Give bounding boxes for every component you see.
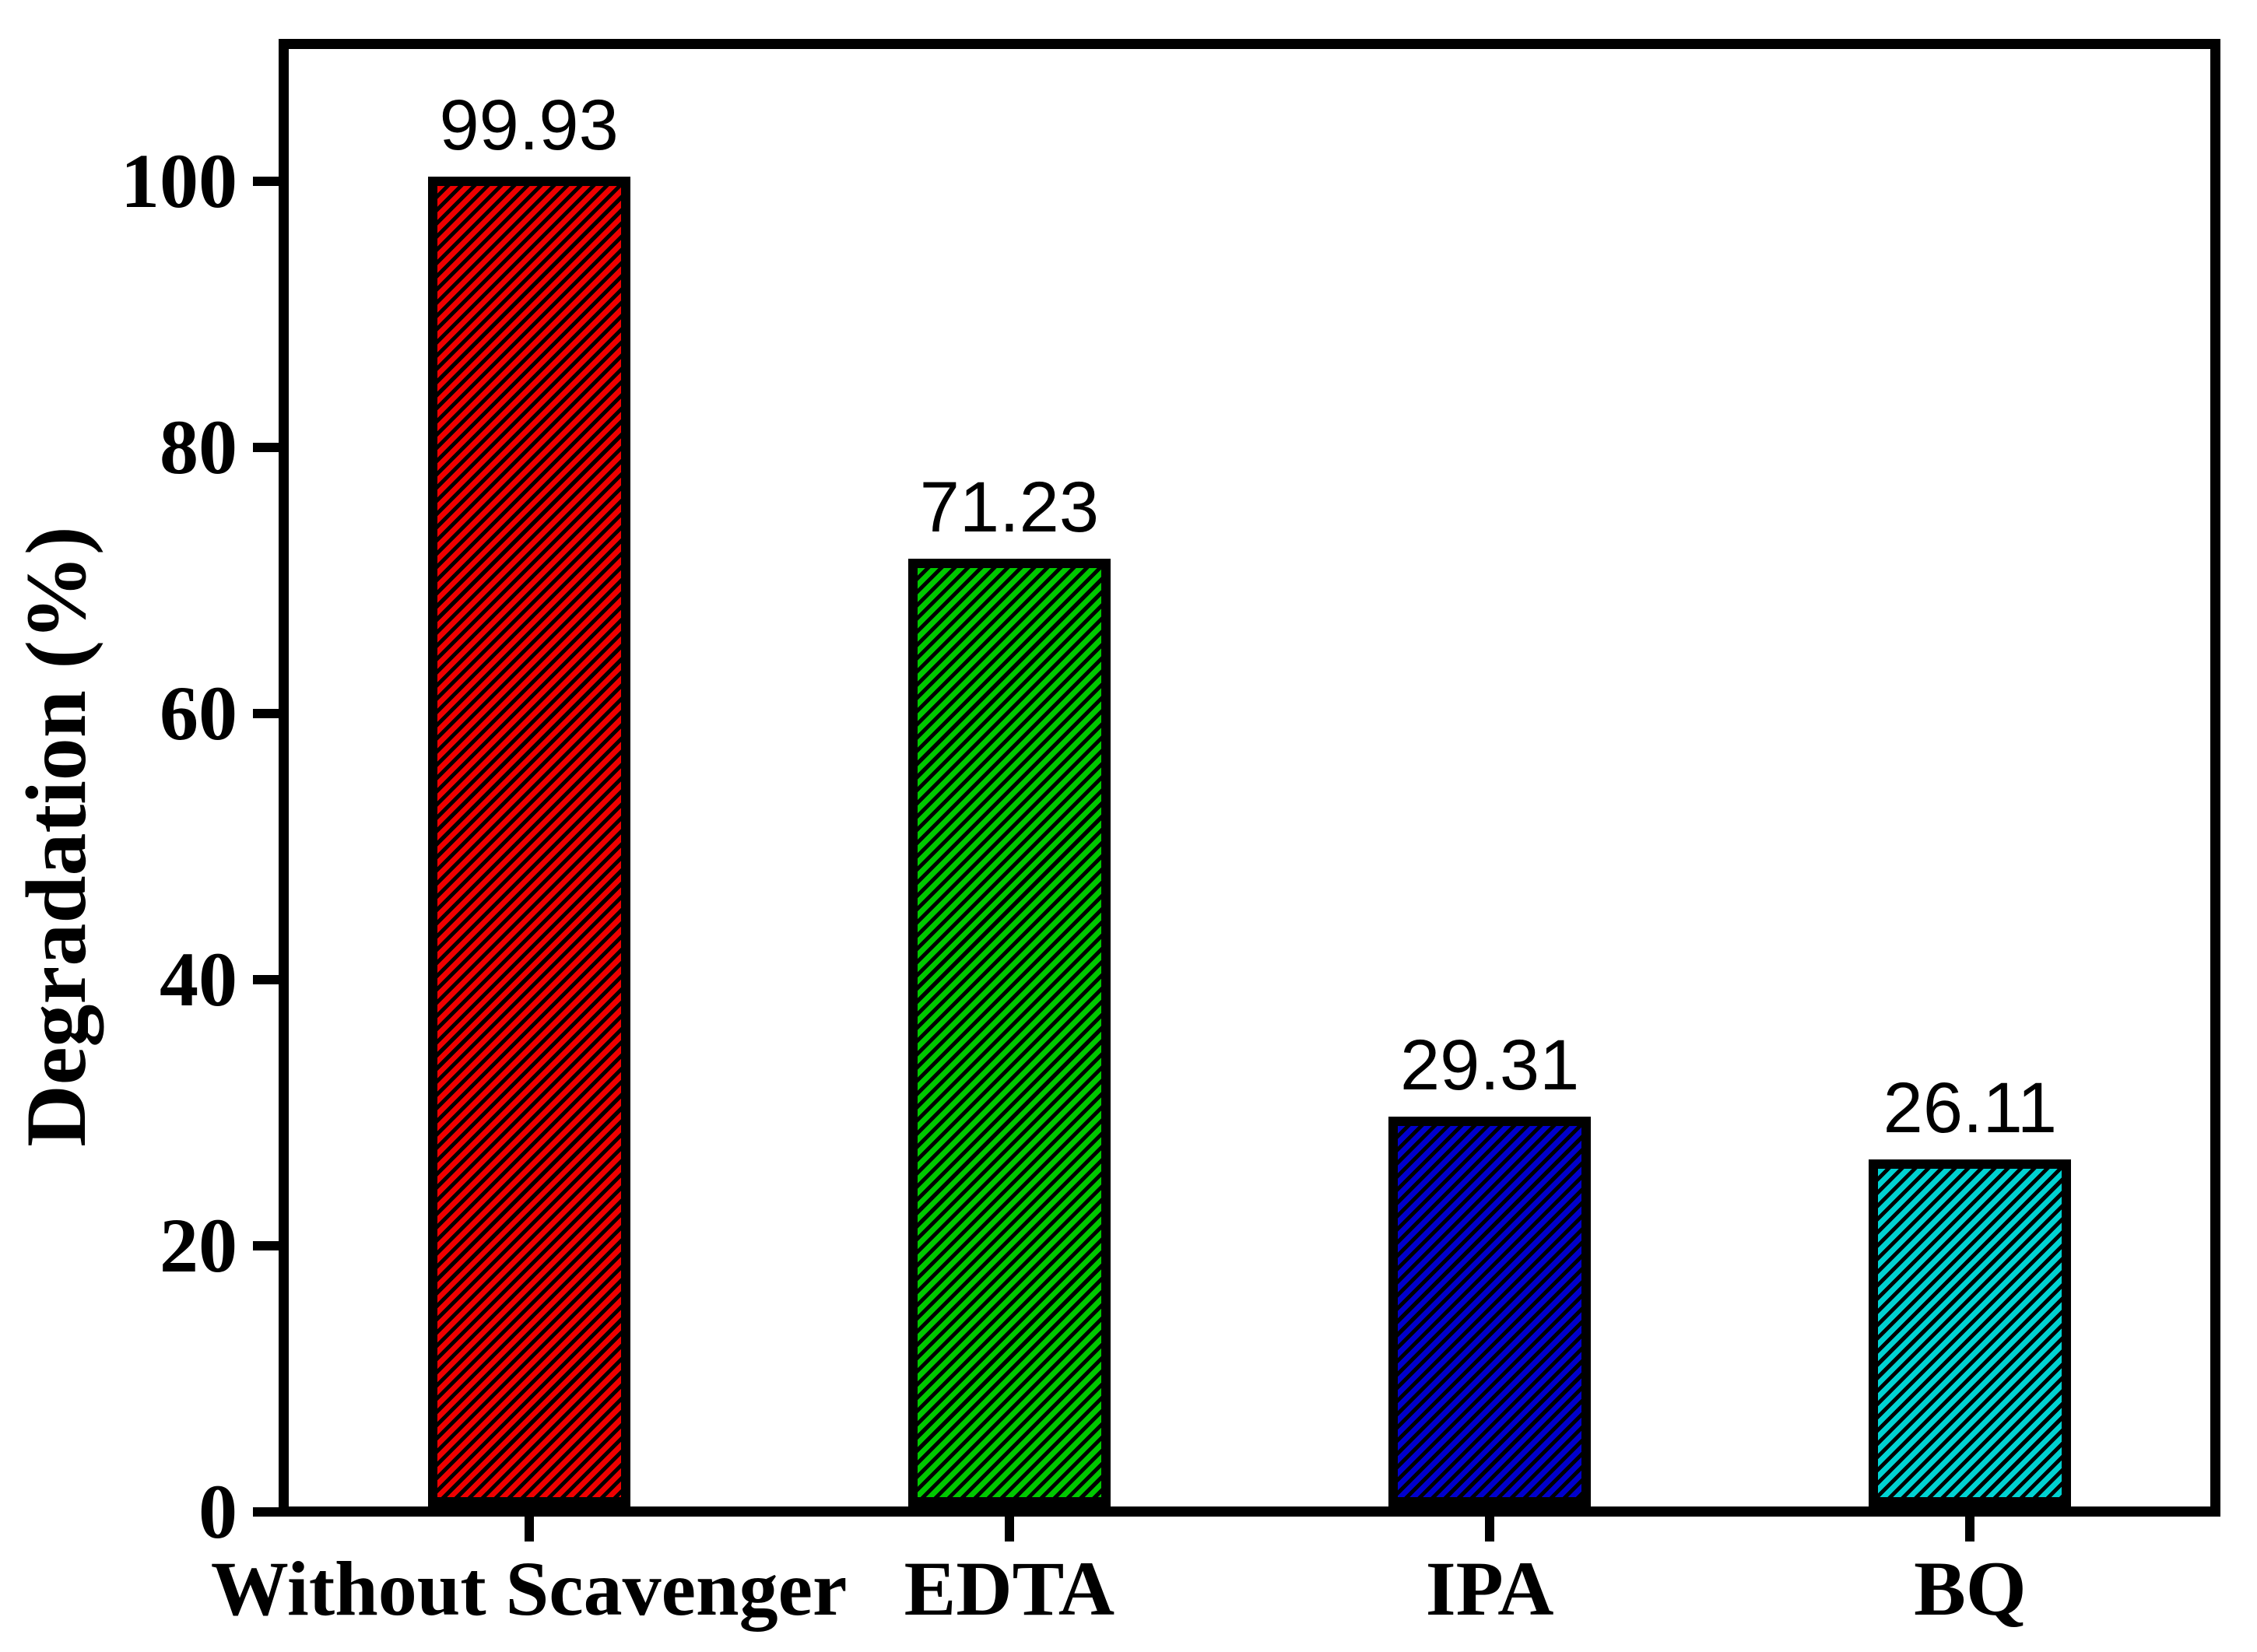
y-tick-mark-100: [253, 176, 279, 186]
x-tick-mark-without-scavenger: [524, 1517, 534, 1542]
bar-value-label-without-scavenger: 99.93: [439, 86, 619, 166]
x-category-label-ipa: IPA: [1425, 1545, 1554, 1632]
x-category-label-edta: EDTA: [904, 1545, 1115, 1632]
plot-frame: [279, 39, 2220, 1517]
y-tick-mark-80: [253, 442, 279, 452]
y-tick-label-80: 80: [160, 403, 237, 490]
x-category-label-bq: BQ: [1914, 1545, 2027, 1632]
x-tick-mark-ipa: [1485, 1517, 1495, 1542]
bar-value-label-bq: 26.11: [1883, 1068, 2058, 1148]
bar-value-label-ipa: 29.31: [1400, 1025, 1580, 1105]
y-tick-label-100: 100: [121, 137, 237, 224]
bar-edta: [907, 558, 1111, 1506]
y-tick-label-60: 60: [160, 669, 237, 756]
x-tick-mark-bq: [1965, 1517, 1975, 1542]
y-tick-mark-60: [253, 708, 279, 718]
y-tick-label-20: 20: [160, 1201, 237, 1289]
x-tick-mark-edta: [1004, 1517, 1014, 1542]
x-category-label-without-scavenger: Without Scavenger: [210, 1545, 848, 1632]
y-tick-label-0: 0: [198, 1468, 237, 1555]
y-tick-mark-40: [253, 974, 279, 984]
bar-ipa: [1388, 1116, 1592, 1506]
bar-value-label-edta: 71.23: [919, 467, 1099, 547]
y-tick-mark-0: [253, 1506, 279, 1517]
y-axis-title: Degradation (%): [9, 526, 104, 1147]
bar-without-scavenger: [427, 177, 630, 1506]
y-tick-mark-20: [253, 1240, 279, 1250]
bar-bq: [1869, 1159, 2072, 1506]
y-tick-label-40: 40: [160, 935, 237, 1022]
